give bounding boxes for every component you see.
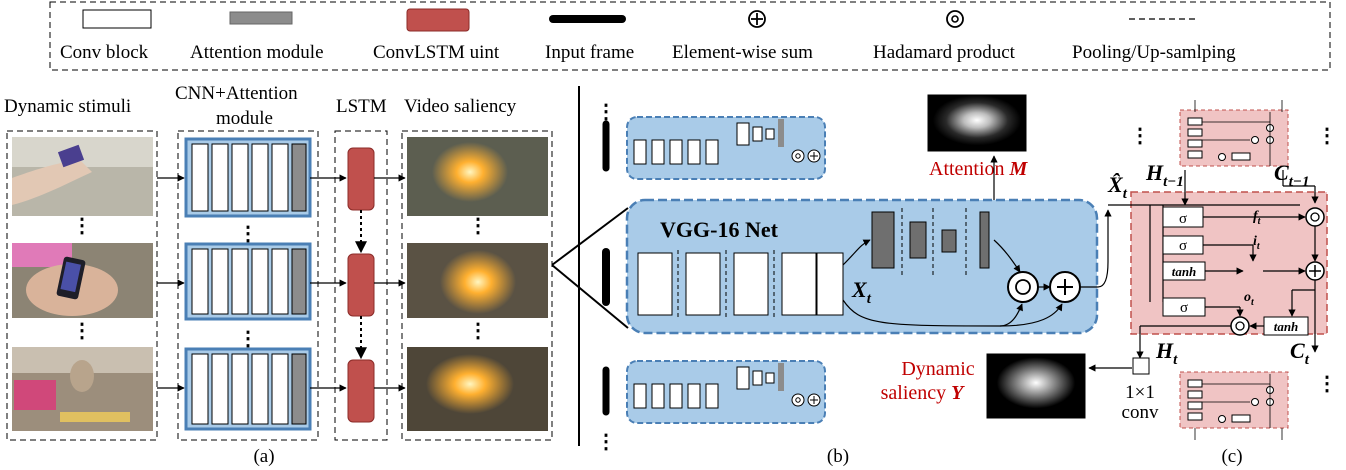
panel-b: ⋮ ⋮ [596, 94, 1132, 467]
attention-map-image [927, 94, 1027, 152]
saliency-frame-2 [407, 243, 548, 318]
caption-c: (c) [1221, 446, 1242, 467]
output-product-inner [1235, 321, 1245, 331]
col-cnn-title-line2: module [216, 108, 273, 129]
attention-label: Attention M [929, 158, 1029, 180]
lstm-frame [334, 130, 388, 441]
h-t-label: Ht [1155, 338, 1178, 368]
skip-arrow-1 [842, 299, 1023, 327]
convlstm-unit-1 [347, 147, 375, 211]
stimuli-dots-2: ⋮ [72, 320, 92, 342]
main-lstm-cell: σ σ tanh σ ft it ot [1108, 170, 1328, 359]
skip-arrow-2 [999, 303, 1063, 327]
vgg-conv-2 [685, 252, 721, 316]
saliency-frame-3 [407, 347, 548, 431]
small-lstm-cell-top [1179, 100, 1289, 167]
attention-block-3 [941, 229, 957, 253]
dynamic-label-line1: Dynamic [901, 358, 974, 380]
dynamic-label-line2: saliency Y [881, 382, 966, 404]
c-prev-label: Ct−1 [1274, 160, 1309, 190]
c-dots-top-left: ⋮ [1130, 125, 1150, 147]
vgg-main-network: VGG-16 Net Xt [625, 155, 1099, 335]
legend-input-frame-label: Input frame [545, 42, 634, 63]
conv-1x1-box [1132, 357, 1150, 375]
stimuli-dots-1: ⋮ [72, 215, 92, 237]
legend-attention-swatch [229, 11, 293, 25]
legend-conv-block-label: Conv block [60, 42, 149, 63]
small-network-top [626, 116, 826, 180]
i-t-label: it [1253, 234, 1261, 252]
zoom-line-top [551, 207, 629, 266]
stimulus-frame-1 [12, 137, 153, 216]
convlstm-unit-2 [347, 253, 375, 317]
stimulus-frame-3 [12, 347, 153, 431]
col-stimuli-title: Dynamic stimuli [4, 96, 131, 117]
attention-block-2 [909, 221, 927, 259]
output-gate-label: σ [1180, 300, 1188, 316]
h-prev-label: Ht−1 [1145, 160, 1184, 190]
legend: Conv block Attention module ConvLSTM uin… [49, 1, 1331, 71]
small-network-bottom [626, 360, 826, 424]
vgg-conv-4 [781, 252, 817, 316]
legend-border [49, 1, 1331, 71]
saliency-dots-2: ⋮ [468, 320, 488, 342]
x-t-label: Xt [851, 277, 872, 307]
cnn-dots-1: ⋮ [238, 223, 258, 245]
input-gate-label: σ [1179, 238, 1187, 254]
vgg-conv-5 [816, 252, 844, 316]
hadamard-inner [1015, 279, 1031, 295]
legend-hadamard-label: Hadamard product [873, 42, 1016, 63]
convlstm-unit-3 [347, 359, 375, 423]
saliency-dots-1: ⋮ [468, 215, 488, 237]
vgg-label: VGG-16 Net [660, 217, 779, 242]
legend-sum-icon [748, 10, 766, 28]
small-lstm-cell-bottom [1179, 371, 1289, 440]
legend-hadamard-icon [946, 10, 964, 28]
output-tanh-label: tanh [1274, 319, 1299, 334]
attention-block-4 [979, 211, 990, 269]
caption-a: (a) [253, 446, 274, 467]
cnn-module-3 [184, 347, 312, 431]
c-dots-bottom-right: ⋮ [1317, 373, 1337, 395]
stimulus-frame-2 [12, 243, 153, 318]
vgg-conv-1 [637, 252, 673, 316]
stimuli-frame [6, 130, 158, 441]
caption-b: (b) [827, 446, 849, 467]
saliency-frame-1 [407, 137, 548, 216]
legend-convlstm-label: ConvLSTM uint [373, 42, 500, 63]
cnn-module-1 [184, 137, 312, 218]
c-dots-top-right: ⋮ [1317, 125, 1337, 147]
candidate-gate-label: tanh [1172, 264, 1197, 279]
xhat-t-label: X̂t [1107, 172, 1128, 202]
vgg-conv-3 [733, 252, 769, 316]
legend-convlstm-swatch [406, 8, 470, 32]
attention-to-product-arrow [993, 239, 1021, 273]
forget-gate-label: σ [1179, 211, 1187, 227]
b-dots-bottom: ⋮ [596, 431, 616, 453]
b-dots-top: ⋮ [596, 101, 616, 123]
c-t-label: Ct [1290, 338, 1310, 368]
col-lstm-title: LSTM [336, 96, 387, 117]
col-cnn-title-line1: CNN+Attention [175, 83, 298, 104]
attention-branch-arrow [842, 239, 871, 266]
o-t-label: ot [1244, 290, 1255, 308]
cnn-module-2 [184, 242, 312, 321]
conv-label-line2: conv [1122, 402, 1159, 423]
attention-block-1 [871, 211, 895, 269]
panel-a: Dynamic stimuli CNN+Attention module LST… [4, 83, 553, 467]
cell-forget-product-inner [1310, 212, 1320, 222]
zoom-line-bottom [551, 264, 629, 329]
dynamic-saliency-image [986, 353, 1086, 419]
vgg-output-arrow [1080, 209, 1112, 288]
panel-c: ⋮ ⋮ ⋮ [1107, 100, 1337, 467]
col-saliency-title: Video saliency [404, 96, 517, 117]
legend-sum-label: Element-wise sum [672, 42, 813, 63]
cnn-dots-2: ⋮ [238, 328, 258, 350]
legend-attention-label: Attention module [190, 42, 324, 63]
legend-pooling-label: Pooling/Up-samlping [1072, 42, 1236, 63]
legend-conv-block-swatch [82, 9, 152, 29]
conv-label-line1: 1×1 [1125, 382, 1155, 403]
